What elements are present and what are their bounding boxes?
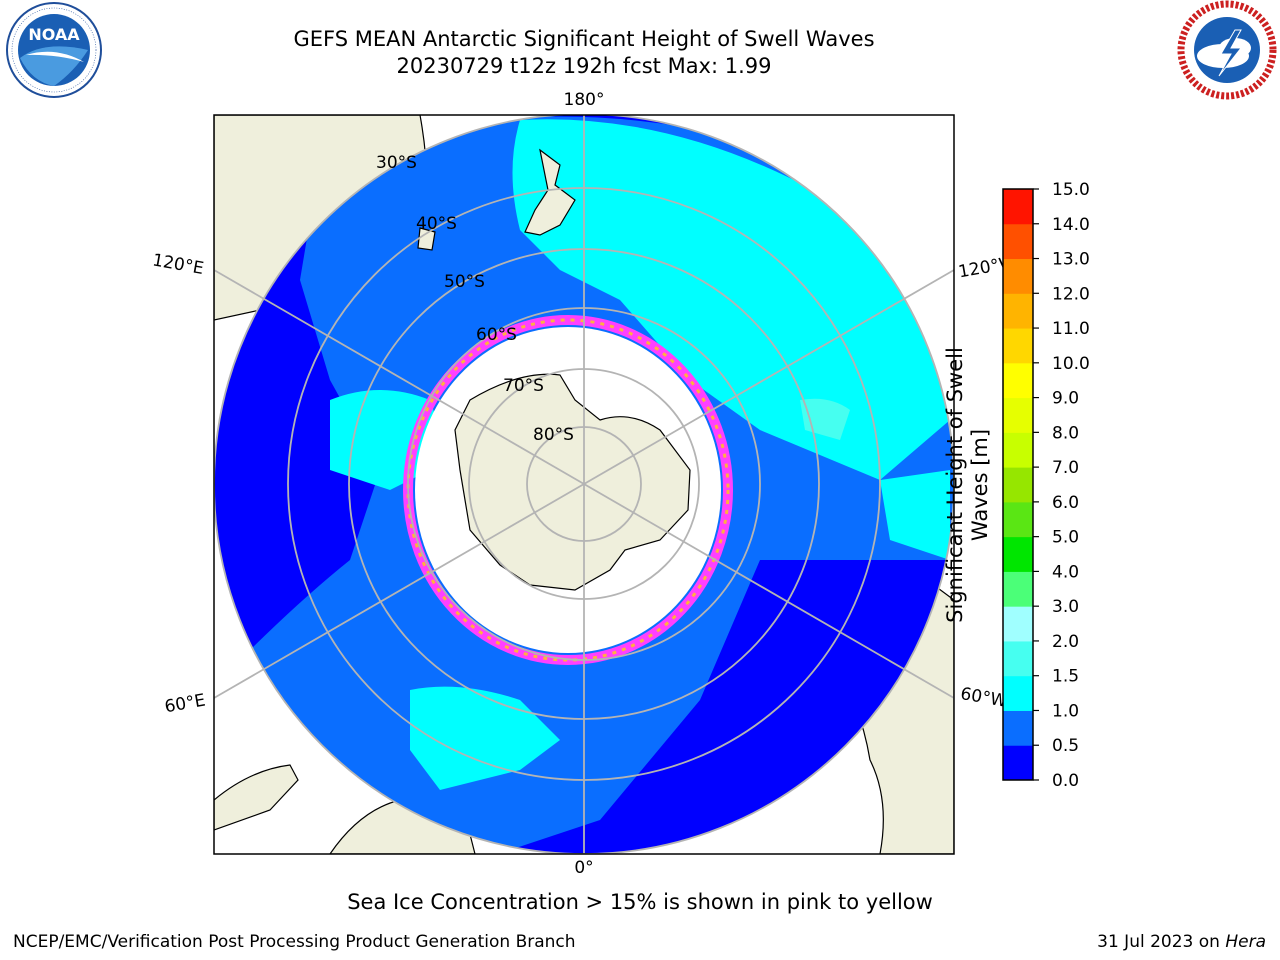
new-zealand-land xyxy=(524,148,576,236)
colorbar-segment xyxy=(1003,328,1033,364)
colorbar-tick-label: 4.0 xyxy=(1052,562,1079,582)
colorbar-tick-label: 15.0 xyxy=(1052,180,1090,200)
footer-date: 31 Jul 2023 on Hera xyxy=(1097,932,1266,952)
colorbar-tick-label: 0.5 xyxy=(1052,736,1079,756)
colorbar-segment xyxy=(1003,467,1033,503)
colorbar-tick-label: 2.0 xyxy=(1052,632,1079,652)
lat-label-50s: 50°S xyxy=(444,272,485,292)
colorbar-segment xyxy=(1003,536,1033,572)
footer-date-text: 31 Jul 2023 on xyxy=(1097,932,1226,952)
colorbar-segment xyxy=(1003,258,1033,294)
colorbar-segment xyxy=(1003,293,1033,329)
lon-label-180: 180° xyxy=(564,90,605,110)
colorbar-tick-label: 6.0 xyxy=(1052,493,1079,513)
colorbar-tick-label: 1.0 xyxy=(1052,701,1079,721)
footer-host: Hera xyxy=(1225,932,1266,952)
noaa-logo: NOAA xyxy=(6,2,102,98)
colorbar-segment xyxy=(1003,710,1033,746)
colorbar-tick-label: 11.0 xyxy=(1052,319,1090,339)
sea-ice-caption: Sea Ice Concentration > 15% is shown in … xyxy=(347,890,933,914)
colorbar-segment xyxy=(1003,640,1033,677)
colorbar-tick-label: 10.0 xyxy=(1052,354,1090,374)
lon-label-120e: 120°E xyxy=(151,250,205,279)
swell-1.0-1.5-region-south xyxy=(410,686,560,790)
lat-label-60s: 60°S xyxy=(476,325,517,345)
colorbar-segment xyxy=(1003,571,1033,607)
colorbar-tick-label: 3.0 xyxy=(1052,597,1079,617)
colorbar-label: Significant Height of Swell Waves [m] xyxy=(943,347,992,623)
lon-label-0: 0° xyxy=(574,858,593,878)
colorbar-tick-label: 5.0 xyxy=(1052,528,1079,548)
colorbar-tick-label: 0.0 xyxy=(1052,771,1079,791)
lon-label-60w: 60°W xyxy=(959,684,1009,712)
colorbar-tick-label: 14.0 xyxy=(1052,215,1090,235)
colorbar-tick-label: 1.5 xyxy=(1052,667,1079,687)
nws-logo xyxy=(1177,0,1277,100)
colorbar-segment xyxy=(1003,189,1033,225)
lon-label-60e: 60°E xyxy=(163,691,207,718)
footer-credit: NCEP/EMC/Verification Post Processing Pr… xyxy=(13,932,576,952)
colorbar-segment xyxy=(1003,501,1033,538)
swell-1.0-1.5-region-east xyxy=(880,470,950,560)
lat-label-70s: 70°S xyxy=(503,376,544,396)
colorbar-tick-label: 12.0 xyxy=(1052,284,1090,304)
colorbar-segment xyxy=(1003,675,1033,711)
colorbar: 0.0 0.5 1.0 1.5 2.0 3.0 4.0 5.0 6.0 7.0 8.0 9.0 10.0… xyxy=(1002,180,1090,791)
colorbar-frame xyxy=(1002,188,1034,781)
chart-title: GEFS MEAN Antarctic Significant Height o… xyxy=(293,27,875,51)
colorbar-segment xyxy=(1003,432,1033,468)
antarctica-land xyxy=(454,373,691,591)
africa-land xyxy=(214,764,299,831)
colorbar-tick-label: 8.0 xyxy=(1052,423,1079,443)
lat-label-30s: 30°S xyxy=(376,153,417,173)
lat-label-40s: 40°S xyxy=(416,214,457,234)
colorbar-segment xyxy=(1003,606,1033,642)
colorbar-segment xyxy=(1003,397,1033,433)
colorbar-segment xyxy=(1003,745,1033,781)
colorbar-tick-label: 9.0 xyxy=(1052,389,1079,409)
colorbar-segment xyxy=(1003,223,1033,260)
colorbar-tick-label: 7.0 xyxy=(1052,458,1079,478)
lat-label-80s: 80°S xyxy=(533,425,574,445)
svg-text:NOAA: NOAA xyxy=(28,25,80,44)
colorbar-segment xyxy=(1003,362,1033,399)
chart-subtitle: 20230729 t12z 192h fcst Max: 1.99 xyxy=(396,54,772,78)
colorbar-tick-label: 13.0 xyxy=(1052,250,1090,270)
